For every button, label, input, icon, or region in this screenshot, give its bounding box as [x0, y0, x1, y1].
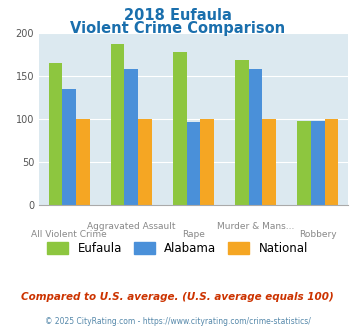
Text: 2018 Eufaula: 2018 Eufaula [124, 8, 231, 23]
Text: Compared to U.S. average. (U.S. average equals 100): Compared to U.S. average. (U.S. average … [21, 292, 334, 302]
Text: Rape: Rape [182, 230, 205, 239]
Text: Aggravated Assault: Aggravated Assault [87, 222, 176, 231]
Text: Robbery: Robbery [299, 230, 337, 239]
Bar [76, 119, 90, 205]
Bar [249, 69, 262, 205]
Text: © 2025 CityRating.com - https://www.cityrating.com/crime-statistics/: © 2025 CityRating.com - https://www.city… [45, 317, 310, 326]
Text: All Violent Crime: All Violent Crime [31, 230, 107, 239]
Bar [235, 60, 249, 205]
Text: Murder & Mans...: Murder & Mans... [217, 222, 294, 231]
Bar [111, 44, 125, 205]
Bar [311, 121, 325, 205]
Bar [187, 122, 200, 205]
Bar [297, 120, 311, 205]
Bar [62, 89, 76, 205]
Bar [138, 119, 152, 205]
Bar [125, 69, 138, 205]
Bar [200, 119, 214, 205]
Legend: Eufaula, Alabama, National: Eufaula, Alabama, National [42, 237, 313, 260]
Bar [325, 119, 338, 205]
Bar [262, 119, 276, 205]
Text: Violent Crime Comparison: Violent Crime Comparison [70, 21, 285, 36]
Bar [173, 52, 187, 205]
Bar [49, 63, 62, 205]
